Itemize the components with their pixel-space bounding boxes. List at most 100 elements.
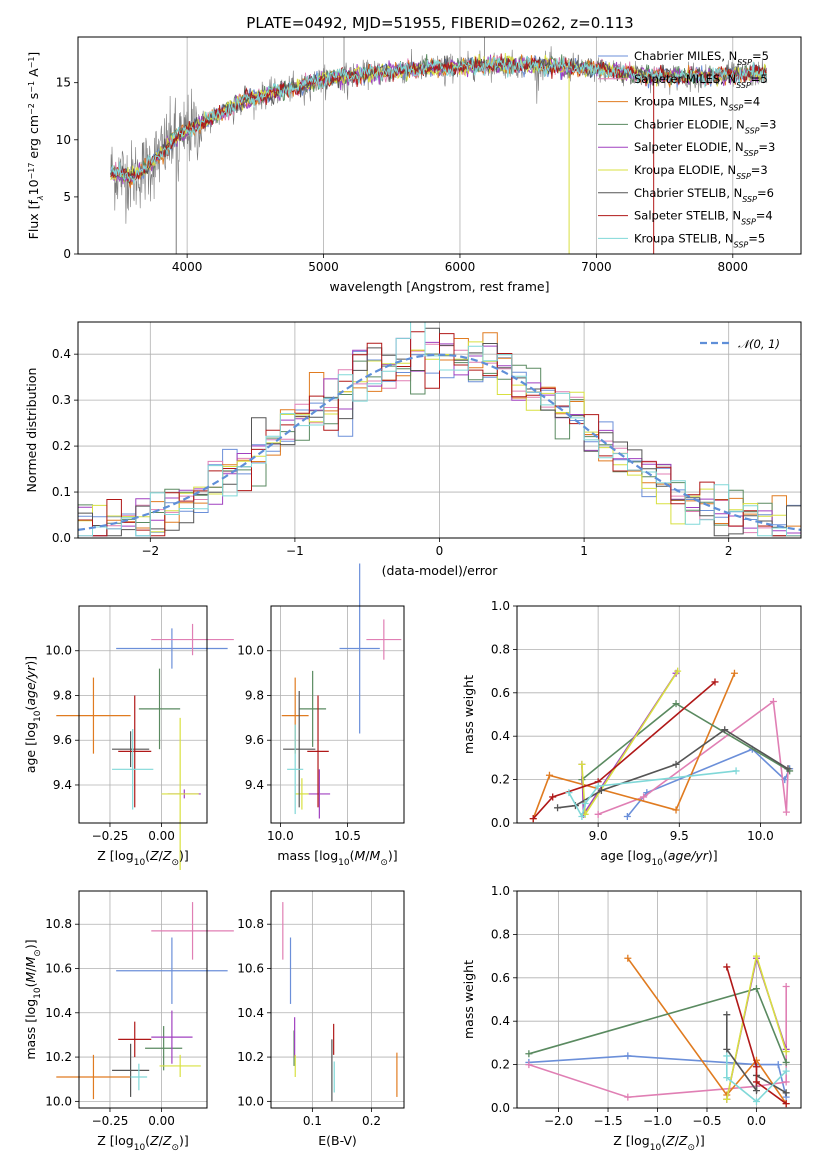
panel-z-age: −0.25 0.00 9.4 9.6 9.8 10.0 Z [log10(Z/Z⊙)] age… (23, 605, 234, 870)
series-marker (752, 1063, 760, 1071)
series-marker (782, 1058, 790, 1066)
series-line (532, 681, 716, 820)
x-axis-label: (data-model)/error (382, 563, 499, 578)
series-marker (782, 1048, 790, 1056)
series-marker (674, 667, 682, 675)
x-axis-label: E(B-V) (318, 1133, 357, 1148)
panel-age-weight: 9.0 9.5 10.0 0.0 0.2 0.4 0.6 0.8 1.0 age [log10(a… (461, 599, 802, 868)
weight-lines (529, 667, 794, 823)
series-marker (672, 760, 680, 768)
panel-z-weight: −2.0 −1.5 −1.0 −0.5 0.0 0.0 0.2 0.4 0.6 0.8 1.0 Z [… (461, 884, 802, 1153)
errorbar-chabrier_stelib (112, 1043, 150, 1097)
axes-frame (78, 890, 208, 1109)
grid (79, 606, 207, 823)
y-tick-label: 0 (63, 247, 71, 261)
series-marker (545, 771, 553, 779)
series-kroupa_stelib (565, 767, 740, 820)
y-tick-label: 9.4 (53, 778, 72, 792)
series-marker (723, 1095, 731, 1103)
x-tick-label: 10.0 (267, 829, 294, 843)
y-tick-label: 0.4 (491, 1014, 510, 1028)
legend-label-kroupa_elodie: Kroupa ELODIE, NSSP=3 (634, 163, 768, 181)
x-tick-label: 0.00 (148, 1114, 175, 1128)
errorbar-kroupa_elodie (161, 717, 199, 870)
y-tick-label: 0.0 (491, 1101, 510, 1115)
series-marker (782, 808, 790, 816)
histograms (78, 322, 801, 537)
y-tick-label: 1.0 (491, 884, 510, 898)
series-line (557, 728, 789, 809)
x-axis-label: mass [log10(M/M⊙)] (277, 848, 397, 868)
series-marker (784, 765, 792, 773)
x-tick-label: 2 (725, 544, 733, 558)
errorbars (281, 563, 402, 819)
x-tick-label: −1.5 (593, 1114, 622, 1128)
y-tick-label: 5 (63, 190, 71, 204)
legend-label-salpeter_stelib: Salpeter STELIB, NSSP=4 (634, 209, 773, 227)
errorbar-kroupa_stelib (130, 1063, 148, 1091)
series-marker (723, 1011, 731, 1019)
errorbar-chabrier_miles (339, 563, 380, 734)
legend-label-gaussian: 𝒩(0, 1) (738, 337, 780, 351)
panel-ebv-mass: 0.1 0.2 10.0 10.2 10.4 10.6 10.8 E(B-V) (237, 890, 405, 1148)
series-marker (623, 812, 631, 820)
series-marker (752, 952, 760, 960)
figure-title: PLATE=0492, MJD=51955, FIBERID=0262, z=0… (246, 14, 633, 32)
y-tick-label: 1.0 (491, 599, 510, 613)
panel-z-mass: −0.25 0.00 10.0 10.2 10.4 10.6 10.8 Z [log10(Z/… (23, 890, 234, 1153)
x-tick-label: 7000 (581, 260, 612, 274)
legend-label-kroupa_miles: Kroupa MILES, NSSP=4 (634, 95, 760, 113)
y-tick-label: 0.1 (52, 485, 71, 499)
y-tick-label: 0.3 (52, 393, 71, 407)
series-salpeter_stelib (529, 678, 719, 823)
errorbars (282, 902, 398, 1102)
errorbar-salpeter_stelib (118, 695, 152, 808)
y-tick-label: 10.2 (45, 1050, 72, 1064)
series-line (627, 957, 787, 1105)
series-marker (578, 760, 586, 768)
y-axis-label: Flux [fλ10−17 erg cm−2 s−1 A−1] (26, 52, 45, 240)
y-tick-label: 10.8 (45, 917, 72, 931)
x-tick-label: −2 (141, 544, 159, 558)
errorbar-salpeter_stelib (118, 1021, 152, 1058)
errorbar-chabrier_miles (116, 628, 228, 669)
grid (517, 605, 801, 824)
errorbar-salpeter_stelib (307, 695, 329, 808)
series-marker (721, 726, 729, 734)
y-axis-label: mass [log10(M/M⊙)] (23, 939, 43, 1059)
y-tick-label: 0.8 (491, 642, 510, 656)
x-axis-label: Z [log10(Z/Z⊙)] (97, 1133, 189, 1153)
y-tick-label: 10.0 (45, 1094, 72, 1108)
series-marker (554, 804, 562, 812)
y-tick-label: 9.4 (245, 778, 264, 792)
y-tick-label: 10.6 (45, 962, 72, 976)
legend-label-chabrier_miles: Chabrier MILES, NSSP=5 (634, 49, 769, 67)
legend-label-kroupa_stelib: Kroupa STELIB, NSSP=5 (634, 231, 765, 249)
series-marker (782, 1100, 790, 1108)
errorbar-salpeter_elodie (308, 769, 331, 819)
y-tick-label: 10.4 (45, 1006, 72, 1020)
series-marker (752, 1078, 760, 1086)
x-tick-label: −1 (286, 544, 304, 558)
series-marker (723, 1052, 731, 1060)
x-tick-label: 5000 (308, 260, 339, 274)
x-tick-label: −0.5 (692, 1114, 721, 1128)
legend-label-chabrier_stelib: Chabrier STELIB, NSSP=6 (634, 186, 774, 204)
y-tick-label: 0.8 (491, 927, 510, 941)
legend-label-salpeter_elodie: Salpeter ELODIE, NSSP=3 (634, 140, 775, 158)
y-tick-label: 10.4 (237, 1006, 264, 1020)
series-chabrier_elodie (525, 985, 790, 1066)
y-axis-label: mass weight (461, 675, 476, 754)
x-tick-label: 1 (580, 544, 588, 558)
series-line (532, 672, 736, 819)
x-tick-label: 9.0 (589, 829, 608, 843)
series-line (568, 770, 737, 819)
y-tick-label: 10.0 (237, 1094, 264, 1108)
x-tick-label: −1.0 (643, 1114, 672, 1128)
x-axis-label: age [log10(age/yr)] (600, 848, 717, 868)
series-marker (782, 982, 790, 990)
x-tick-label: 0.00 (148, 829, 175, 843)
series-marker (730, 669, 738, 677)
errorbar-kroupa_miles (56, 677, 131, 754)
weight-lines (525, 952, 790, 1108)
